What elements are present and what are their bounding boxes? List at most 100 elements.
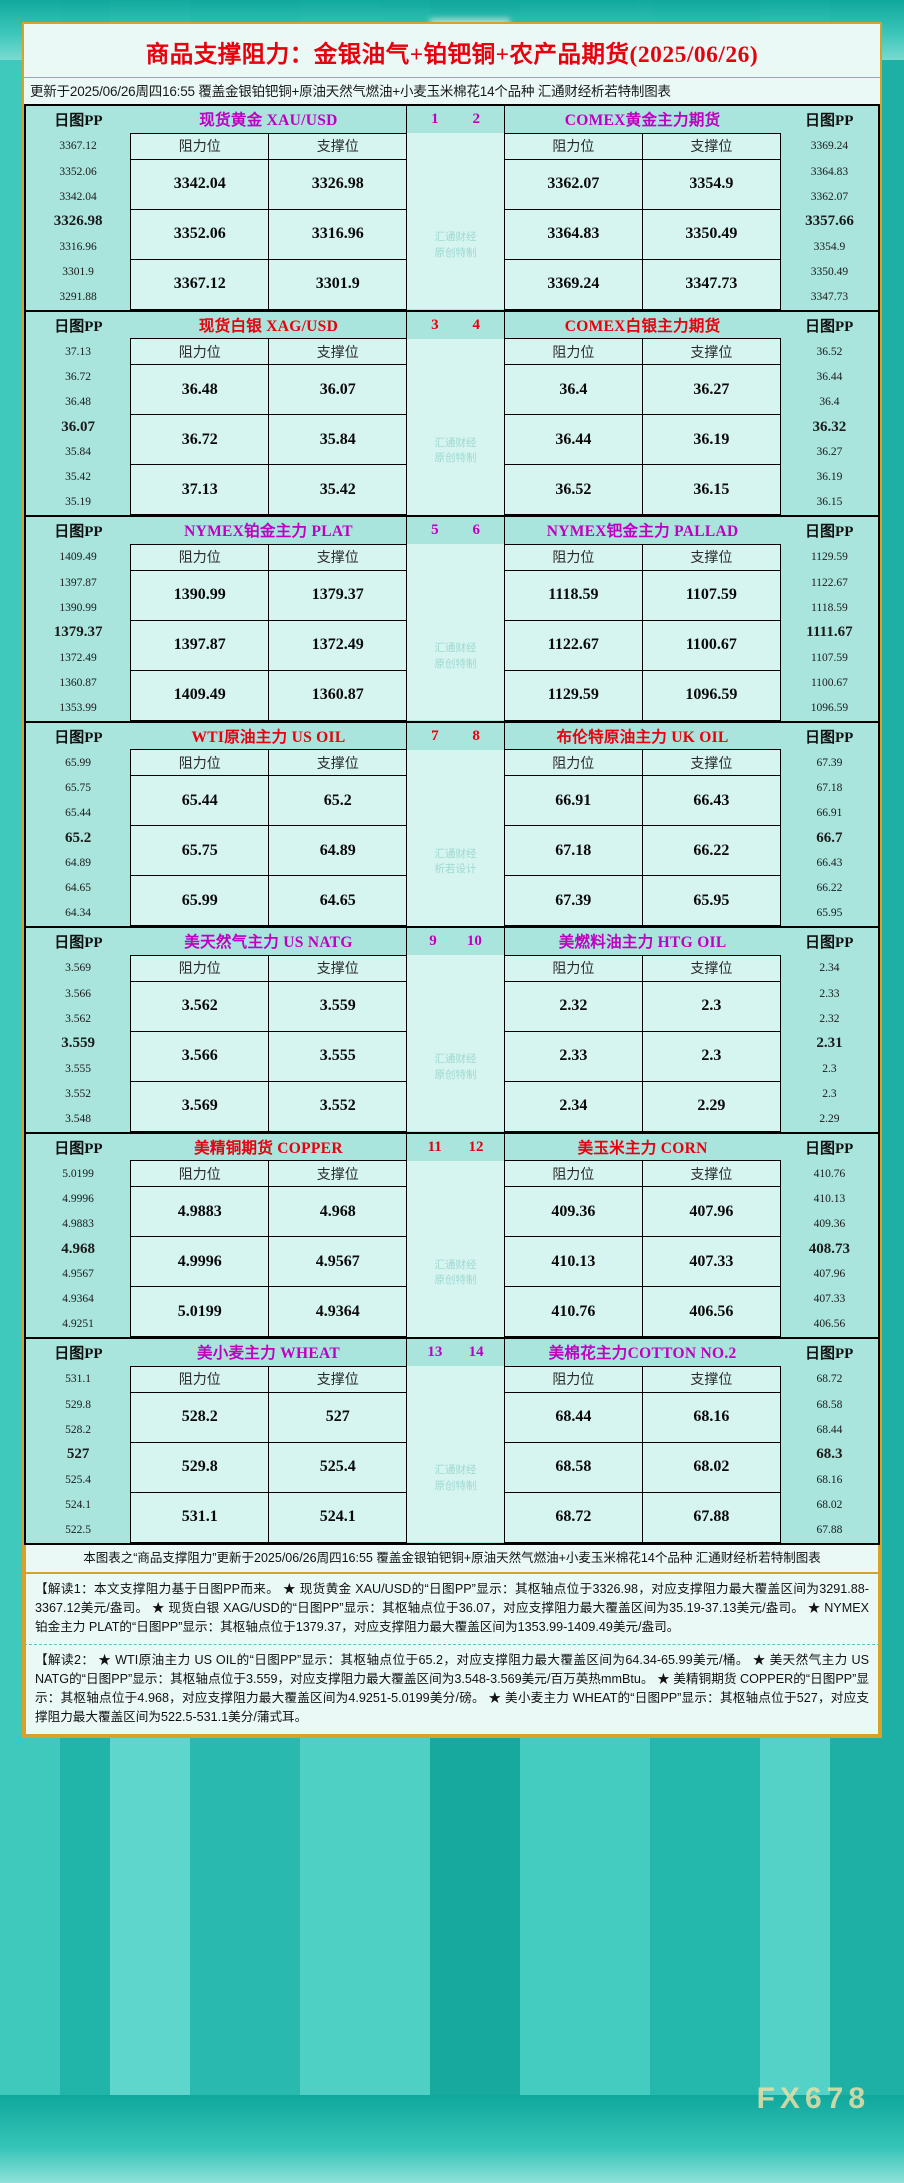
block-header-row: 日图PP 美小麦主力 WHEAT 13 14 美棉花主力COTTON NO.2 日图PP — [26, 1339, 878, 1366]
table-row: 65.2 65.75 64.89 67.18 66.22 66.7 — [26, 825, 878, 876]
pp-value: 525.4 — [26, 1467, 131, 1492]
footer-note-2: 【解读2： ★ WTI原油主力 US OIL的“日图PP”显示：其枢轴点位于65… — [24, 1645, 880, 1736]
block-index-cell: 13 14 — [406, 1339, 505, 1366]
pp-label-left: 日图PP — [26, 311, 131, 339]
instrument-title-left: WTI原油主力 US OIL — [130, 722, 407, 750]
resistance-value: 36.48 — [130, 364, 270, 415]
footer-note-1: 【解读1：本文支撑阻力基于日图PP而来。 ★ 现货黄金 XAU/USD的“日图P… — [24, 1574, 880, 1646]
table-row: 3342.04 3362.07 — [26, 184, 878, 209]
watermark-cell: 汇通财经 析若设计 — [406, 749, 505, 926]
resistance-value: 528.2 — [130, 1391, 270, 1443]
block-header-row: 日图PP 美天然气主力 US NATG 9 10 美燃料油主力 HTG OIL 日图PP — [26, 928, 878, 955]
pp-value: 2.32 — [780, 1006, 878, 1031]
block-header-row: 日图PP 美精铜期货 COPPER 11 12 美玉米主力 CORN 日图PP — [26, 1133, 878, 1161]
pp-value: 531.1 — [26, 1366, 131, 1392]
pp-value: 65.95 — [780, 900, 878, 926]
pp-value: 1390.99 — [26, 595, 131, 620]
table-row: 4.968 4.9996 4.9567 410.13 407.33 408.73 — [26, 1236, 878, 1287]
pp-label-right: 日图PP — [780, 517, 878, 544]
instrument-name: WTI原油主力 US OIL — [191, 728, 346, 746]
pp-label-left: 日图PP — [26, 1133, 131, 1161]
pp-value: 64.65 — [26, 875, 131, 901]
block-index-left: 11 — [427, 1138, 442, 1155]
instrument-title-left: 美天然气主力 US NATG — [130, 928, 407, 955]
pp-label-left: 日图PP — [26, 1339, 131, 1366]
resistance-value: 2.33 — [503, 1030, 643, 1082]
support-header: 支撑位 — [268, 132, 408, 160]
pp-value: 64.34 — [26, 900, 131, 926]
block-index-right: 2 — [472, 111, 480, 127]
watermark-line-1: 汇通财经 — [434, 1053, 477, 1065]
pp-value: 35.42 — [26, 464, 131, 490]
pp-value: 35.19 — [26, 489, 131, 515]
pp-value: 2.34 — [780, 955, 878, 981]
index-pair: 13 14 — [408, 1344, 503, 1361]
instrument-title-right: 布伦特原油主力 UK OIL — [504, 722, 781, 750]
support-value: 406.56 — [641, 1286, 781, 1337]
resistance-header: 阻力位 — [503, 543, 643, 571]
resistance-value: 1409.49 — [130, 669, 270, 721]
pp-value: 524.1 — [26, 1492, 131, 1517]
pp-value: 65.2 — [26, 825, 131, 851]
support-header: 支撑位 — [641, 1365, 781, 1393]
resistance-value: 2.34 — [503, 1080, 643, 1132]
pp-value: 3316.96 — [26, 234, 131, 259]
block-index-right: 12 — [468, 1138, 484, 1155]
pp-value: 4.968 — [26, 1236, 131, 1262]
pp-value: 68.3 — [780, 1442, 878, 1467]
watermark-line-1: 汇通财经 — [434, 436, 477, 449]
pp-value: 3347.73 — [780, 284, 878, 309]
resistance-header: 阻力位 — [130, 132, 270, 160]
support-value: 525.4 — [268, 1441, 408, 1493]
pp-value: 5.0199 — [26, 1160, 131, 1187]
resistance-header: 阻力位 — [503, 749, 643, 776]
support-header: 支撑位 — [641, 132, 781, 160]
pp-value: 3301.9 — [26, 259, 131, 284]
resistance-value: 67.39 — [503, 875, 643, 926]
resistance-value: 67.18 — [503, 825, 643, 876]
pp-value: 410.13 — [780, 1186, 878, 1212]
resistance-value: 68.58 — [503, 1441, 643, 1493]
support-value: 68.16 — [641, 1391, 781, 1443]
instrument-name: 美燃料油主力 HTG OIL — [558, 934, 727, 952]
table-row: 3291.88 3347.73 — [26, 284, 878, 309]
block-index-right: 14 — [468, 1344, 484, 1360]
instrument-name: 布伦特原油主力 UK OIL — [556, 728, 729, 746]
support-value: 3347.73 — [641, 258, 781, 310]
support-header: 支撑位 — [268, 338, 408, 365]
table-row: 3316.96 3354.9 — [26, 234, 878, 259]
table-row: 3.548 2.29 — [26, 1106, 878, 1131]
instrument-title-right: 美燃料油主力 HTG OIL — [504, 928, 781, 955]
resistance-value: 65.99 — [130, 875, 270, 926]
instrument-name: COMEX黄金主力期货 — [564, 112, 721, 130]
column-header-row: 5.0199 阻力位 支撑位 汇通财经 原创特制 阻力位 支撑位 410.76 — [26, 1160, 878, 1337]
support-value: 36.15 — [641, 464, 781, 515]
pp-value: 3354.9 — [780, 234, 878, 259]
table-row: 35.84 36.27 — [26, 439, 878, 465]
instrument-block: 日图PP 现货黄金 XAU/USD 1 2 COMEX黄金主力期货 日图PP 3367.12… — [24, 104, 880, 312]
table-row: 36.48 36.4 — [26, 389, 878, 415]
pp-value: 1372.49 — [26, 645, 131, 670]
pp-value: 3.555 — [26, 1056, 131, 1081]
resistance-value: 410.76 — [503, 1286, 643, 1337]
table-row: 525.4 68.16 — [26, 1467, 878, 1492]
pp-value: 528.2 — [26, 1417, 131, 1442]
instrument-title-left: 现货黄金 XAU/USD — [130, 106, 407, 133]
table-row: 3.559 3.566 3.555 2.33 2.3 2.31 — [26, 1030, 878, 1082]
instrument-block: 日图PP 现货白银 XAG/USD 3 4 COMEX白银主力期货 日图PP 37.13 阻力… — [24, 311, 880, 517]
table-row: 529.8 528.2 527 68.44 68.16 68.58 — [26, 1391, 878, 1443]
pp-value: 1379.37 — [26, 620, 131, 645]
pp-value: 3.562 — [26, 1006, 131, 1031]
support-value: 36.19 — [641, 414, 781, 465]
page-title: 商品支撑阻力：金银油气+铂钯铜+农产品期货(2025/06/26) — [145, 42, 759, 68]
table-row: 3326.98 3352.06 3316.96 3364.83 3350.49 3357.… — [26, 208, 878, 260]
background-bottom-band — [0, 2095, 904, 2183]
pp-value: 410.76 — [780, 1160, 878, 1187]
resistance-value: 37.13 — [130, 464, 270, 515]
resistance-value: 410.13 — [503, 1236, 643, 1287]
support-value: 1100.67 — [641, 619, 781, 671]
watermark-line-1: 汇通财经 — [434, 642, 477, 654]
pp-value: 2.33 — [780, 981, 878, 1006]
